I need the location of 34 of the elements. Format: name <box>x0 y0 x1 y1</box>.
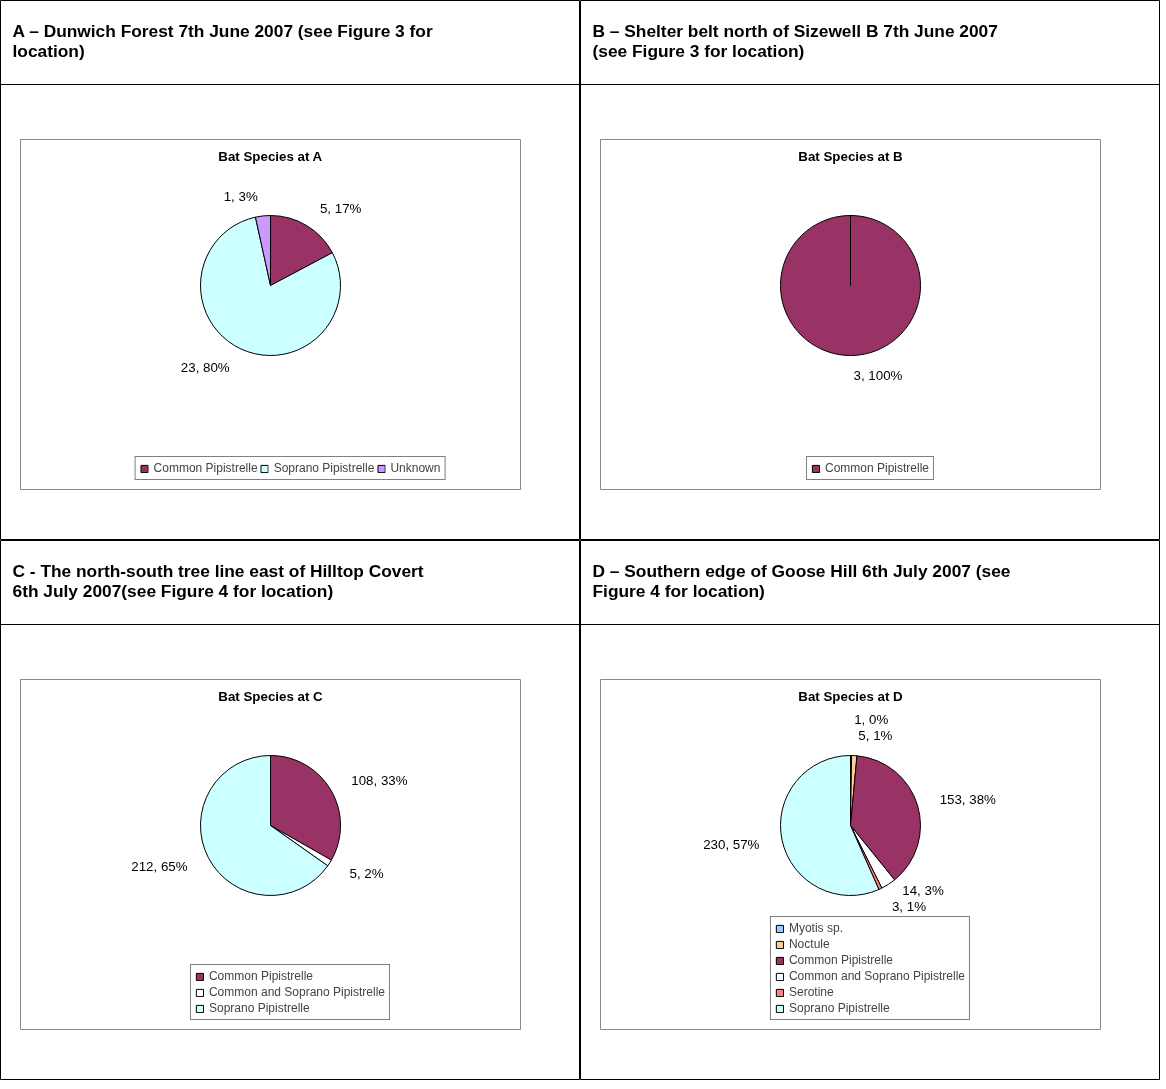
chart-subtitle: B – Shelter belt north of Sizewell B 7th June 2007 (see Figure 3 for location) <box>592 20 998 61</box>
data-label: 5, 2% <box>349 866 384 882</box>
data-label: 14, 3% <box>902 883 944 899</box>
legend-label: Myotis sp. <box>788 921 843 935</box>
legend-label: Soprano Pipistrelle <box>208 1001 310 1015</box>
data-label: 212, 65% <box>131 859 188 875</box>
chart-title: Bat Species at C <box>218 689 324 704</box>
data-label: 108, 33% <box>351 772 408 788</box>
legend-label: Common Pipistrelle <box>788 953 893 967</box>
legend-label: Soprano Pipistrelle <box>273 461 375 475</box>
chart-title: Bat Species at D <box>798 689 904 704</box>
data-label: 3, 100% <box>853 368 903 383</box>
legend-label: Noctule <box>788 937 830 951</box>
data-label: 23, 80% <box>180 359 230 375</box>
data-label: 5, 1% <box>858 728 893 744</box>
chart-subtitle: A – Dunwich Forest 7th June 2007 (see Figure 3 for location) <box>12 20 433 61</box>
data-label: 5, 17% <box>319 200 362 216</box>
chart-subtitle: C - The north-south tree line east of Hilltop Covert 6th July 2007(see Figure 4 for location) <box>12 560 424 601</box>
legend-label: Soprano Pipistrelle <box>788 1001 890 1015</box>
chart-subtitle: D – Southern edge of Goose Hill 6th July 2007 (see Figure 4 for location) <box>592 560 1011 601</box>
legend-label: Unknown <box>390 461 441 475</box>
legend-label: Common and Soprano Pipistrelle <box>788 969 966 983</box>
data-label: 1, 0% <box>854 712 889 728</box>
chart-title: Bat Species at A <box>218 149 323 164</box>
chart-title: Bat Species at B <box>798 149 904 164</box>
legend-label: Common Pipistrelle <box>824 461 930 475</box>
data-label: 1, 3% <box>223 188 258 204</box>
data-label: 230, 57% <box>703 836 760 852</box>
legend-label: Common and Soprano Pipistrelle <box>208 985 386 999</box>
legend-label: Common Pipistrelle <box>208 969 313 983</box>
data-label: 153, 38% <box>939 791 997 807</box>
data-label: 3, 1% <box>891 899 927 915</box>
legend-label: Common Pipistrelle <box>153 461 258 475</box>
legend-label: Serotine <box>788 985 834 999</box>
